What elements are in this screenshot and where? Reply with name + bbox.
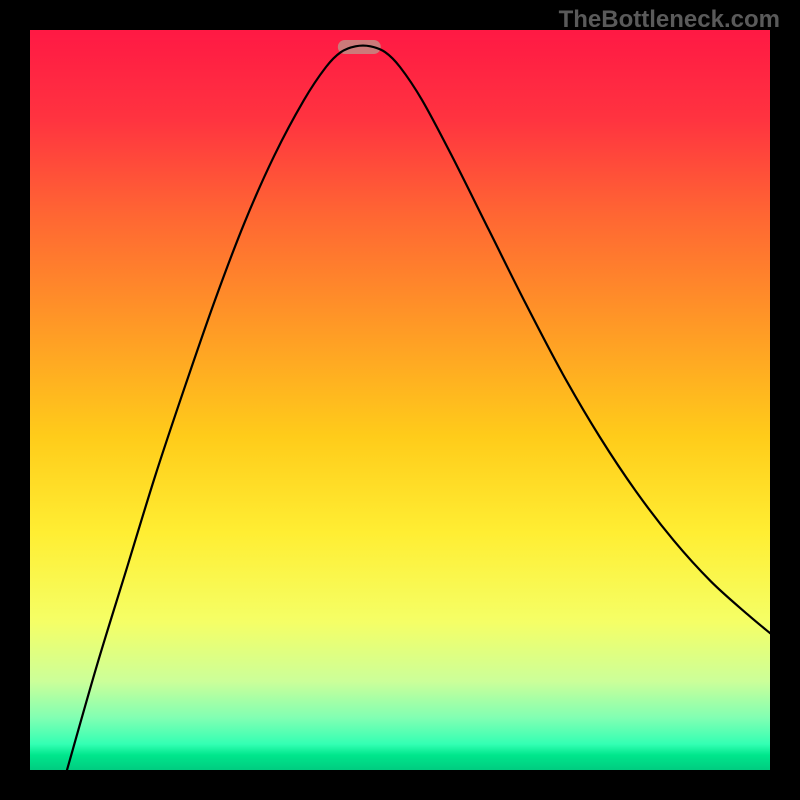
plot-area <box>30 30 770 770</box>
watermark-text: TheBottleneck.com <box>559 6 780 34</box>
gradient-background <box>30 30 770 770</box>
plot-svg <box>30 30 770 770</box>
chart-canvas: TheBottleneck.com <box>0 0 800 800</box>
